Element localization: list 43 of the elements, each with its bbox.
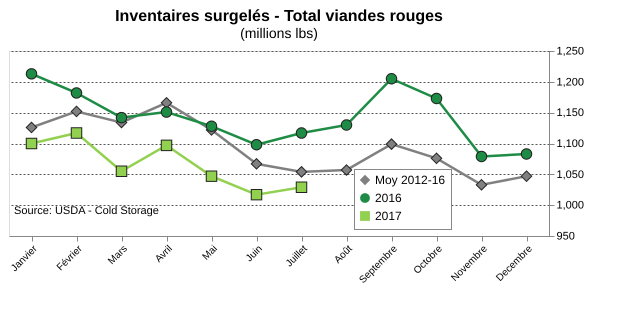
point (160, 140, 172, 152)
y-tick-label: 1,000 (556, 200, 584, 212)
point (26, 138, 38, 150)
point (476, 179, 488, 191)
y-tick-label: 1,050 (556, 168, 584, 181)
y-tick-label: 1,150 (556, 107, 584, 120)
point (520, 148, 532, 160)
y-tick-label: 950 (556, 230, 575, 242)
point (340, 164, 352, 176)
point (250, 188, 262, 200)
point (340, 119, 352, 131)
point (250, 158, 262, 170)
chart-title: Inventaires surgelés - Total viandes rouges (115, 8, 444, 25)
point (116, 112, 128, 124)
y-tick-label: 1,250 (556, 46, 584, 58)
point (386, 138, 398, 150)
point (116, 166, 128, 177)
annotation: Source: USDA - Cold Storage (14, 205, 159, 217)
point (296, 127, 308, 139)
legend-label: Moy 2012-16 (375, 173, 446, 187)
y-tick-label: 1,200 (556, 76, 584, 88)
chart-subtitle: (millions lbs) (240, 25, 318, 41)
point (26, 68, 38, 80)
point (520, 170, 532, 182)
point (250, 139, 262, 150)
point (386, 73, 398, 84)
point (70, 106, 82, 118)
point (430, 152, 442, 164)
x-tick-label: Mai (200, 244, 220, 263)
point (206, 170, 218, 182)
point (26, 122, 38, 134)
y-tick-label: 1,100 (556, 138, 584, 150)
point (296, 182, 308, 194)
point (70, 87, 82, 99)
point (206, 120, 218, 132)
legend-label: 2016 (375, 191, 402, 205)
point (296, 166, 308, 178)
x-tick-label: Juin (244, 244, 265, 264)
point (160, 106, 172, 118)
legend-label: 2017 (375, 209, 402, 223)
point (430, 92, 442, 104)
point (70, 127, 82, 139)
point (476, 150, 488, 162)
